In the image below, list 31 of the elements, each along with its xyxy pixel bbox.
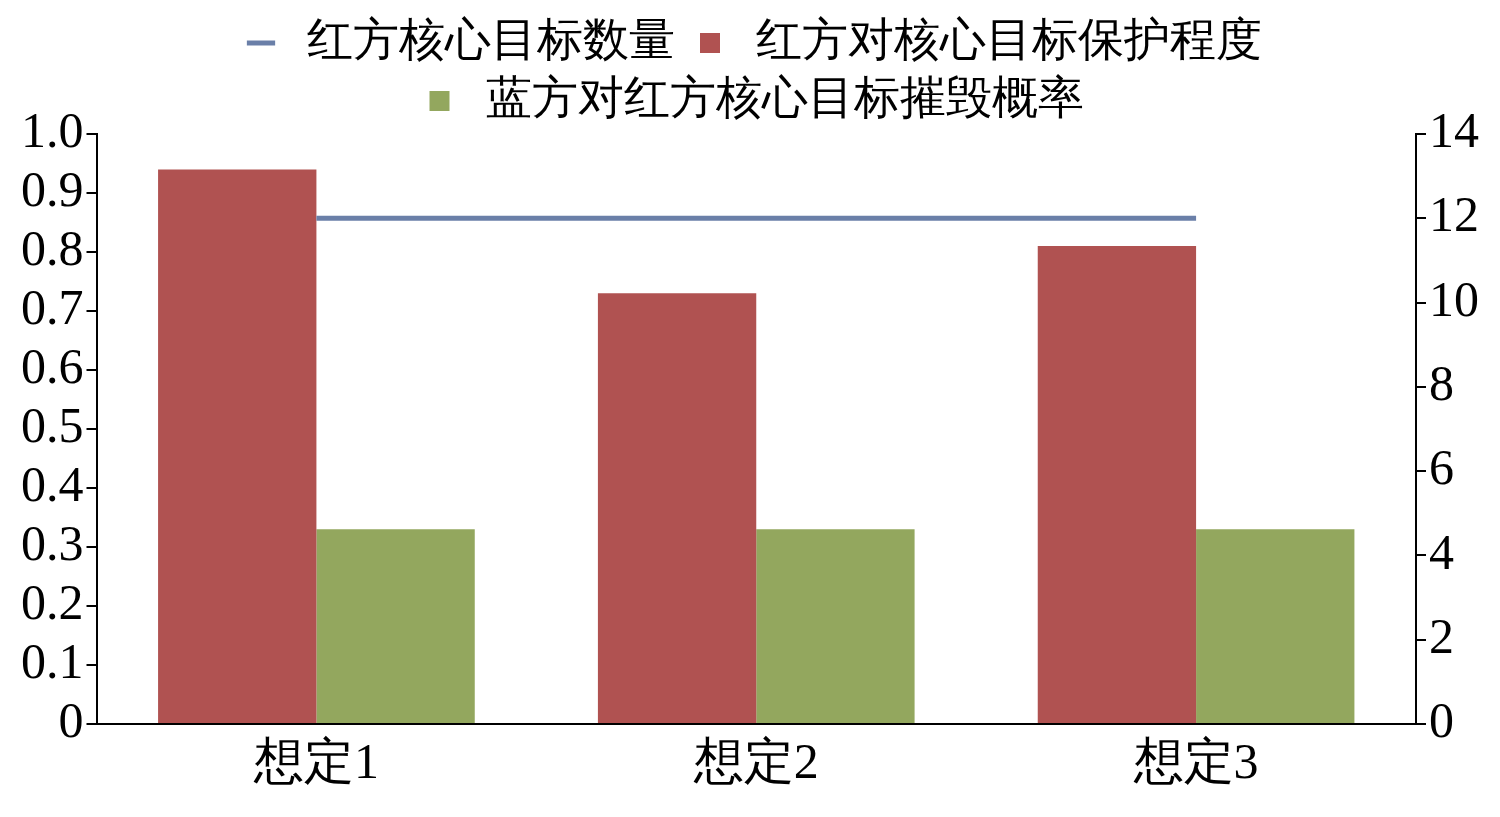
y-tick-label: 0 <box>58 692 84 749</box>
y2-tick-label: 8 <box>1429 354 1454 411</box>
y2-tick-label: 0 <box>1429 692 1454 749</box>
bar <box>1196 529 1355 723</box>
y-tick-label: 0.5 <box>21 397 84 454</box>
y-tick-label: 0.1 <box>21 633 84 690</box>
y-tick-label: 0.8 <box>21 220 84 277</box>
y-tick-label: 0.4 <box>21 456 84 513</box>
y-tick-label: 0.6 <box>21 338 84 395</box>
y-tick-label: 0.3 <box>21 515 84 572</box>
y2-tick-label: 14 <box>1429 102 1479 159</box>
bar <box>597 293 757 723</box>
legend-label: 红方对核心目标保护程度 <box>756 14 1262 66</box>
y2-tick-label: 4 <box>1429 523 1454 580</box>
y2-tick-label: 12 <box>1429 186 1479 243</box>
bar <box>158 169 317 723</box>
x-tick-label: 想定1 <box>252 733 379 790</box>
legend-label: 红方核心目标数量 <box>307 14 675 66</box>
bar <box>1037 246 1197 723</box>
y-tick-label: 0.9 <box>21 161 84 218</box>
y-tick-label: 0.2 <box>21 574 84 631</box>
y2-tick-label: 2 <box>1429 607 1454 664</box>
legend-label: 蓝方对红方核心目标摧毁概率 <box>485 72 1084 124</box>
y2-tick-label: 6 <box>1429 439 1454 496</box>
y-tick-label: 1.0 <box>21 102 84 159</box>
y2-tick-label: 10 <box>1429 270 1479 327</box>
x-tick-label: 想定2 <box>692 733 819 790</box>
y-tick-label: 0.7 <box>21 279 84 336</box>
bar <box>756 529 915 723</box>
x-tick-label: 想定3 <box>1132 733 1259 790</box>
bar <box>316 529 475 723</box>
